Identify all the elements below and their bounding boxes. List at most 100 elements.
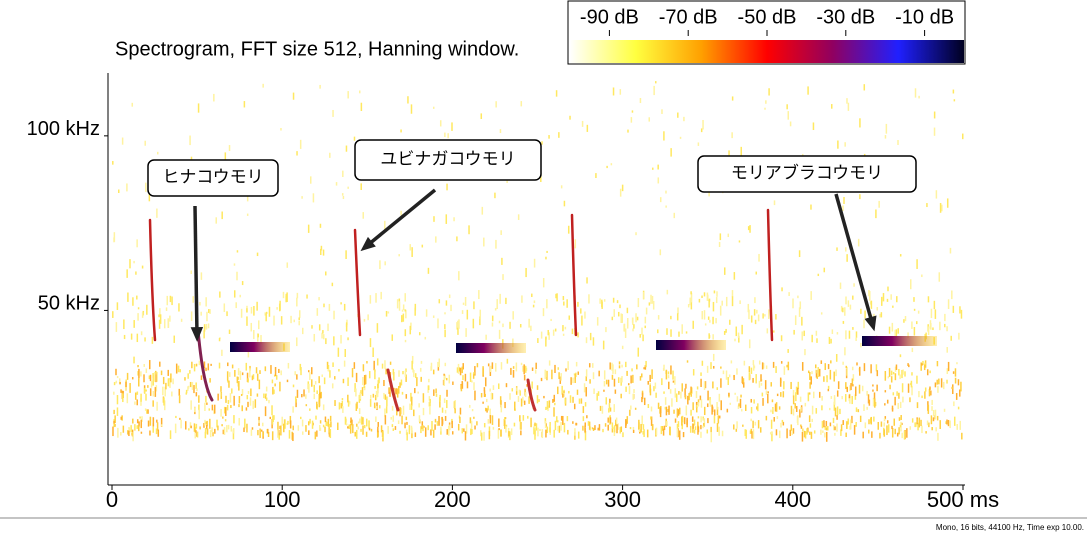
noise-speck (879, 432, 881, 439)
noise-speck (667, 371, 670, 375)
noise-speck (753, 399, 755, 404)
noise-speck (637, 347, 640, 357)
noise-speck (946, 347, 948, 353)
noise-speck (159, 361, 161, 367)
noise-speck (207, 323, 210, 329)
noise-speck (148, 360, 151, 370)
noise-speck (347, 400, 350, 407)
noise-speck (765, 390, 768, 395)
noise-speck (406, 421, 408, 425)
noise-speck (773, 330, 775, 333)
noise-speck (663, 364, 665, 371)
noise-speck (340, 302, 342, 305)
noise-speck (178, 303, 180, 312)
noise-speck (131, 432, 133, 436)
noise-speck (604, 423, 607, 427)
noise-speck (377, 380, 380, 389)
noise-speck (287, 420, 289, 425)
noise-speck (840, 305, 843, 312)
noise-speck (383, 392, 385, 399)
noise-speck (728, 150, 730, 156)
noise-speck (307, 370, 310, 373)
noise-speck (676, 423, 679, 429)
noise-speck (833, 425, 835, 431)
noise-speck (794, 403, 796, 409)
noise-speck (443, 398, 446, 404)
noise-speck (603, 381, 606, 387)
noise-speck (577, 431, 580, 439)
noise-speck (400, 129, 402, 133)
noise-speck (709, 399, 712, 407)
noise-speck (602, 428, 604, 433)
noise-speck (155, 385, 158, 392)
noise-speck (650, 416, 653, 426)
noise-speck (641, 327, 643, 336)
noise-speck (949, 420, 951, 429)
noise-speck (792, 390, 795, 398)
noise-speck (372, 393, 375, 398)
noise-speck (434, 418, 437, 423)
noise-speck (870, 416, 872, 425)
noise-speck (533, 258, 536, 268)
noise-speck (126, 393, 129, 404)
noise-speck (910, 279, 912, 290)
noise-speck (809, 372, 811, 380)
noise-speck (377, 426, 379, 433)
noise-speck (513, 422, 516, 427)
noise-speck (301, 431, 304, 435)
noise-speck (887, 376, 890, 379)
noise-speck (154, 387, 157, 397)
noise-speck (866, 390, 868, 396)
noise-speck (437, 361, 439, 368)
noise-speck (884, 135, 887, 139)
noise-speck (144, 337, 146, 342)
noise-speck (147, 409, 149, 414)
noise-speck (631, 110, 634, 113)
y-tick-label: 50 kHz (38, 293, 100, 315)
noise-speck (498, 320, 501, 324)
noise-speck (432, 429, 435, 438)
noise-speck (445, 300, 448, 306)
noise-speck (138, 421, 140, 427)
noise-speck (331, 383, 334, 389)
noise-speck (757, 403, 759, 412)
noise-speck (797, 295, 799, 299)
noise-speck (932, 327, 934, 331)
noise-speck (597, 391, 600, 396)
noise-speck (221, 424, 223, 427)
noise-speck (718, 393, 721, 402)
noise-speck (678, 391, 680, 395)
noise-speck (327, 368, 330, 372)
noise-speck (519, 415, 521, 422)
noise-speck (884, 370, 887, 381)
noise-speck (116, 302, 119, 310)
noise-speck (918, 391, 920, 398)
noise-speck (428, 396, 431, 401)
noise-speck (719, 233, 722, 241)
noise-speck (356, 423, 358, 427)
noise-speck (852, 327, 854, 330)
noise-speck (783, 366, 786, 375)
noise-speck (253, 306, 255, 316)
noise-speck (510, 367, 512, 375)
noise-speck (195, 392, 198, 397)
noise-speck (140, 393, 142, 402)
noise-speck (438, 299, 441, 304)
noise-speck (752, 420, 754, 429)
noise-speck (568, 390, 570, 394)
noise-speck (139, 416, 141, 419)
noise-speck (718, 241, 721, 247)
noise-speck (863, 363, 866, 372)
noise-speck (827, 385, 830, 389)
noise-speck (839, 408, 841, 415)
noise-speck (146, 409, 148, 414)
noise-speck (552, 399, 554, 403)
noise-speck (404, 422, 406, 429)
noise-speck (247, 390, 250, 394)
noise-speck (560, 415, 563, 421)
noise-speck (916, 418, 919, 424)
noise-speck (831, 104, 833, 109)
noise-speck (115, 380, 118, 384)
noise-speck (148, 375, 151, 380)
noise-speck (264, 393, 267, 399)
